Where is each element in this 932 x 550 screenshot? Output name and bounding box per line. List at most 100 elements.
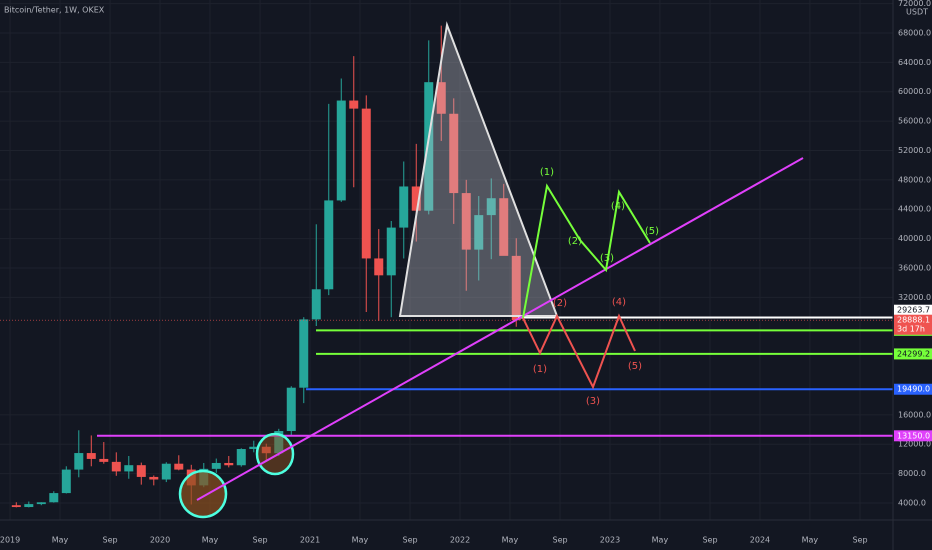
currency-label: USDT: [906, 8, 928, 17]
wave-label: (1): [533, 364, 547, 375]
candle-body: [174, 463, 184, 470]
candle-body: [499, 198, 509, 256]
countdown-tag: [894, 323, 932, 335]
y-tick-label: 64000.0: [898, 58, 931, 67]
countdown-tag-text: 3d 17h: [897, 325, 925, 334]
candle-body: [386, 227, 396, 276]
y-tick-label: 40000.0: [898, 234, 931, 243]
candle-body: [99, 458, 109, 462]
candle-body: [299, 319, 309, 388]
level-tag: [894, 348, 932, 360]
green-wave: [522, 183, 651, 319]
candle-body: [211, 462, 221, 469]
wave-label: (1): [540, 167, 554, 178]
candle-body: [49, 493, 59, 503]
candle-body: [161, 463, 171, 480]
circle-drawing: [178, 469, 228, 519]
x-tick-label: Sep: [702, 536, 717, 545]
level-tag: [894, 304, 932, 316]
triangle-drawing: [398, 21, 559, 317]
candle-body: [411, 186, 421, 211]
x-tick-label: Sep: [403, 536, 418, 545]
y-tick-label: 60000.0: [898, 87, 931, 96]
wave-label: (2): [553, 298, 567, 309]
candle-body: [224, 462, 234, 466]
level-tag-text: 24299.2: [897, 349, 930, 358]
candle-body: [74, 453, 84, 470]
wave-label: (2): [568, 236, 582, 247]
y-tick-label: 32000.0: [898, 293, 931, 302]
level-tag: [894, 430, 932, 442]
chart-title: Bitcoin/Tether, 1W, OKEX: [4, 6, 105, 15]
x-tick-label: 2024: [750, 536, 770, 545]
y-tick-label: 44000.0: [898, 205, 931, 214]
y-tick-label: 72000.0: [898, 0, 931, 8]
candle-body: [474, 215, 484, 250]
level-tag: [894, 383, 932, 395]
x-tick-label: 2021: [300, 536, 320, 545]
y-tick-label: 12000.0: [898, 440, 931, 449]
y-tick-label: 4000.0: [898, 498, 926, 507]
candle-body: [374, 258, 384, 276]
x-tick-label: May: [802, 536, 819, 545]
y-tick-label: 8000.0: [898, 469, 926, 478]
y-tick-label: 36000.0: [898, 263, 931, 272]
candles: [11, 25, 521, 508]
candle-body: [249, 446, 259, 450]
y-tick-label: 16000.0: [898, 410, 931, 419]
candle-body: [86, 453, 96, 459]
candle-body: [286, 387, 296, 432]
candle-body: [11, 505, 21, 508]
candle-body: [486, 198, 496, 216]
candle-body: [349, 100, 359, 109]
candle-body: [61, 469, 71, 494]
candle-body: [336, 100, 346, 201]
candle-body: [424, 82, 434, 211]
candle-body: [236, 449, 246, 466]
wave-label: (4): [611, 201, 625, 212]
candle-body: [436, 82, 446, 114]
candle-body: [136, 465, 146, 477]
level-tag-text: 29263.7: [897, 306, 930, 315]
candle-body: [111, 461, 121, 472]
price-tag: [894, 314, 932, 326]
x-tick-label: May: [502, 536, 519, 545]
candle-body: [461, 193, 471, 250]
price-tag-text: 28888.1: [897, 316, 930, 325]
x-tick-label: May: [52, 536, 69, 545]
level-tag-text: 19490.0: [897, 385, 930, 394]
wave-label: (3): [600, 253, 614, 264]
candle-body: [124, 465, 134, 472]
candle-body: [449, 113, 459, 194]
grid: [0, 0, 893, 520]
candle-body: [511, 255, 521, 321]
wave-label: (5): [645, 226, 659, 237]
x-tick-label: Sep: [103, 536, 118, 545]
trend-line: [196, 157, 804, 501]
candle-body: [36, 502, 46, 505]
wave-label: (4): [612, 297, 626, 308]
x-tick-label: Sep: [253, 536, 268, 545]
y-tick-label: 68000.0: [898, 28, 931, 37]
x-tick-label: May: [202, 536, 219, 545]
x-tick-label: Sep: [552, 536, 567, 545]
x-tick-label: 2023: [600, 536, 620, 545]
y-tick-label: 56000.0: [898, 117, 931, 126]
x-tick-label: May: [652, 536, 669, 545]
candle-body: [324, 200, 334, 290]
wave-labels: (1) (2) (3) (4) (5) (1) (2) (3) (4) (5): [533, 167, 659, 407]
level-tag-text: 13150.0: [897, 431, 930, 440]
candle-body: [24, 504, 34, 508]
wave-label: (5): [628, 361, 642, 372]
candle-body: [149, 476, 159, 480]
circle-drawing: [255, 432, 295, 476]
x-tick-label: May: [352, 536, 369, 545]
red-wave: [522, 313, 636, 390]
x-tick-label: 2020: [150, 536, 170, 545]
candle-body: [399, 186, 409, 228]
y-tick-label: 52000.0: [898, 146, 931, 155]
x-tick-label: Sep: [852, 536, 867, 545]
candle-body: [311, 289, 321, 320]
